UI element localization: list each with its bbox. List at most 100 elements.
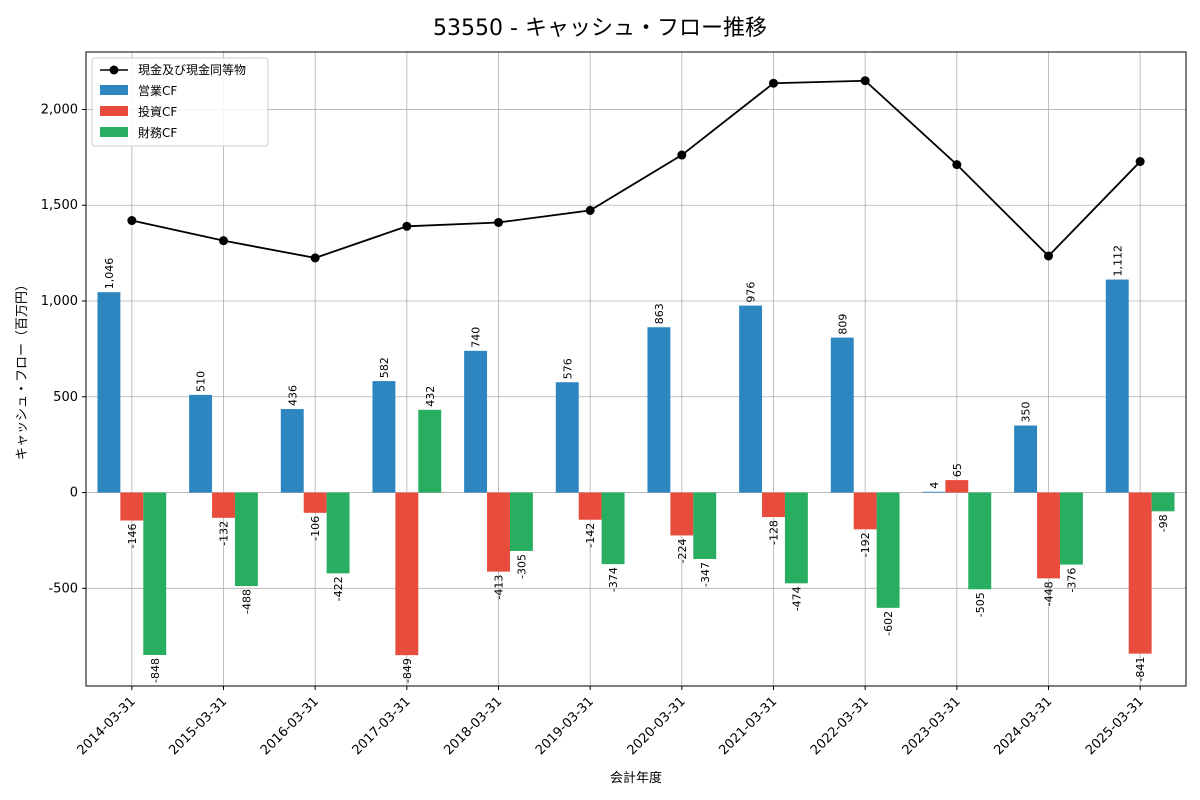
cash-point <box>860 76 870 86</box>
bar-operating <box>372 381 396 493</box>
bar-financing <box>1059 492 1083 565</box>
bar-financing <box>143 492 167 655</box>
bar-operating <box>922 491 946 493</box>
bar-value-label: -602 <box>882 611 895 636</box>
bar-operating <box>1014 425 1038 493</box>
bar-investing <box>1037 492 1060 579</box>
chart-title: 53550 - キャッシュ・フロー推移 <box>433 16 767 41</box>
x-tick-label: 2025-03-31 <box>1083 694 1147 758</box>
bar-investing <box>762 492 785 518</box>
bar-operating <box>189 394 213 493</box>
bar-investing <box>670 492 694 536</box>
legend-label-financing: 財務CF <box>138 125 177 140</box>
bar-financing <box>1151 492 1175 512</box>
bar-investing <box>578 492 602 520</box>
bar-value-label: -305 <box>515 554 528 579</box>
bar-operating <box>464 350 488 493</box>
legend-swatch-investing <box>100 106 128 116</box>
bar-financing <box>509 492 533 551</box>
cash-point <box>952 160 962 170</box>
bar-value-label: 65 <box>951 463 964 477</box>
bar-financing <box>601 492 625 565</box>
bar-operating <box>647 327 671 493</box>
bar-value-label: 809 <box>836 314 849 335</box>
bar-value-label: -422 <box>332 576 345 601</box>
bar-investing <box>395 492 419 656</box>
bar-value-label: 350 <box>1020 402 1033 423</box>
cash-point <box>127 216 137 226</box>
bar-value-label: -849 <box>401 658 414 683</box>
bar-value-label: 863 <box>653 303 666 324</box>
bar-value-label: -146 <box>126 524 139 549</box>
bar-operating <box>739 305 763 493</box>
bar-labels: 1,046 510 436 582 740 576 863 976 809 4 350 1,112 -1… <box>103 245 1170 683</box>
bar-value-label: 432 <box>424 386 437 407</box>
bar-investing <box>120 492 144 521</box>
y-tick-label: -500 <box>48 581 78 596</box>
bar-financing <box>968 492 992 590</box>
grid-lines <box>86 52 1186 686</box>
bar-investing <box>853 492 877 530</box>
cash-point <box>1044 251 1053 261</box>
bar-value-label: -224 <box>676 538 689 563</box>
bar-value-label: -374 <box>607 567 620 592</box>
y-tick-label: 2,000 <box>41 102 78 117</box>
bar-value-label: -841 <box>1134 657 1147 682</box>
bars <box>97 279 1175 656</box>
x-tick-label: 2023-03-31 <box>900 694 964 758</box>
bar-investing <box>303 492 327 513</box>
bar-investing <box>487 492 510 572</box>
x-tick-label: 2020-03-31 <box>625 694 689 758</box>
bar-operating <box>97 292 121 493</box>
y-tick-label: 500 <box>53 390 78 405</box>
bar-value-label: -128 <box>768 520 781 545</box>
bar-value-label: -448 <box>1043 581 1056 606</box>
bar-value-label: -347 <box>699 562 712 587</box>
x-tick-label: 2017-03-31 <box>350 694 414 758</box>
bar-value-label: 582 <box>378 357 391 378</box>
y-tick-label: 1,000 <box>41 294 78 309</box>
y-tick-label: 1,500 <box>41 198 78 213</box>
bar-value-label: -474 <box>790 586 803 611</box>
bar-financing <box>234 492 258 587</box>
bar-operating <box>280 409 304 493</box>
bar-financing <box>693 492 717 560</box>
x-tick-label: 2014-03-31 <box>75 694 139 758</box>
bar-value-label: 436 <box>286 385 299 406</box>
legend-label-cash: 現金及び現金同等物 <box>138 62 246 77</box>
legend-swatch-financing <box>100 127 128 137</box>
cash-line-series <box>127 76 1145 263</box>
bar-value-label: -192 <box>859 532 872 557</box>
bar-investing <box>945 480 969 493</box>
cash-point <box>585 205 595 215</box>
bar-operating <box>1105 279 1129 493</box>
plot-frame <box>85 51 1187 687</box>
cash-line <box>131 79 1141 259</box>
bar-value-label: -142 <box>584 523 597 548</box>
bar-financing <box>876 492 900 608</box>
cash-point <box>769 78 778 88</box>
x-axis-ticks: 2014-03-31 2015-03-31 2016-03-31 2017-03-31… <box>75 686 1147 758</box>
bar-financing <box>418 409 442 493</box>
x-tick-label: 2018-03-31 <box>441 694 505 758</box>
bar-value-label: -413 <box>493 575 506 600</box>
y-axis-label: キャッシュ・フロー（百万円） <box>15 278 30 460</box>
x-tick-label: 2022-03-31 <box>808 694 872 758</box>
cash-point <box>402 221 412 231</box>
cash-point <box>494 217 503 227</box>
y-tick-label: 0 <box>70 486 78 501</box>
bar-value-label: -106 <box>309 516 322 541</box>
legend-label-operating: 営業CF <box>138 84 177 98</box>
bar-financing <box>784 492 808 584</box>
bar-operating <box>555 382 579 493</box>
legend: 現金及び現金同等物 営業CF 投資CF 財務CF <box>91 57 269 147</box>
bar-value-label: 4 <box>928 482 941 489</box>
bar-value-label: 1,112 <box>1111 245 1124 277</box>
cash-point <box>677 150 687 160</box>
x-axis-label: 会計年度 <box>610 770 662 786</box>
bar-value-label: -848 <box>149 658 162 683</box>
bar-operating <box>830 337 854 493</box>
bar-value-label: 1,046 <box>103 258 116 290</box>
y-axis-ticks: -500 0 500 1,000 1,500 2,000 <box>41 102 86 596</box>
